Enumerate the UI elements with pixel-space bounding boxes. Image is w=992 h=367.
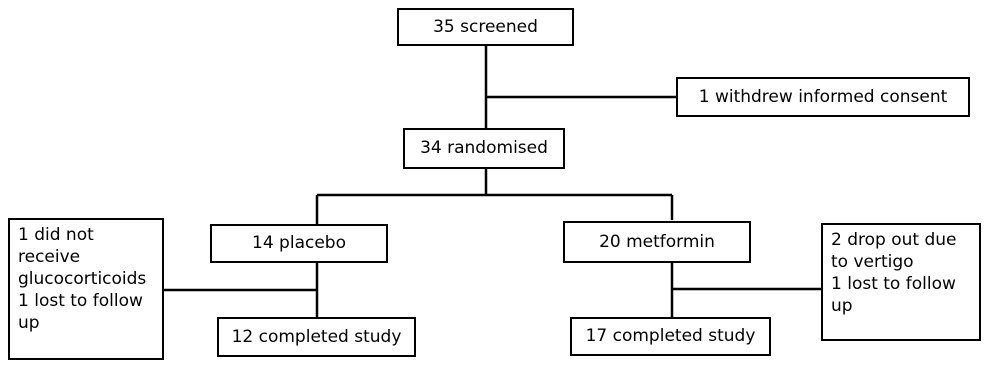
randomised-box: 34 randomised — [403, 128, 565, 169]
placebo-exclusion-line: receive — [18, 247, 81, 268]
placebo-exclusion-line: glucocorticoids — [18, 269, 147, 290]
placebo-exclusion-line: 1 lost to follow — [18, 291, 143, 312]
withdrew-box: 1 withdrew informed consent — [676, 77, 970, 117]
placebo-exclusion-line: 1 did not — [18, 225, 94, 245]
metformin-exclusion-line: to vertigo — [831, 252, 914, 273]
metformin-exclusion-line: 2 drop out due — [831, 230, 957, 250]
metformin-box: 20 metformin — [563, 221, 751, 263]
placebo-box: 14 placebo — [210, 224, 388, 263]
placebo-exclusion-line: up — [18, 313, 40, 334]
metformin-exclusions-box: 2 drop out due to vertigo 1 lost to foll… — [821, 223, 981, 341]
screened-box: 35 screened — [397, 8, 574, 46]
metformin-exclusion-line: 1 lost to follow — [831, 274, 956, 295]
metformin-exclusion-line: up — [831, 296, 853, 317]
metformin-completed-box: 17 completed study — [570, 317, 771, 356]
placebo-completed-box: 12 completed study — [217, 317, 416, 357]
placebo-exclusions-box: 1 did not receive glucocorticoids 1 lost… — [8, 218, 164, 360]
